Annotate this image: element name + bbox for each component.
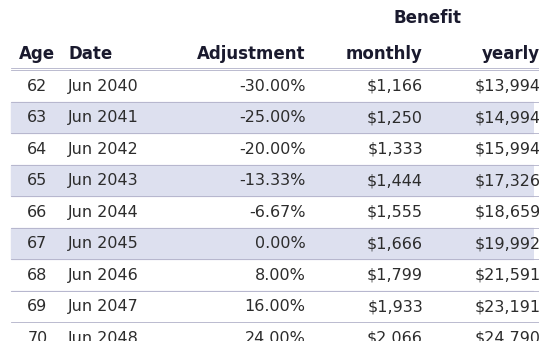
Text: $1,666: $1,666	[367, 236, 423, 251]
Text: $18,659: $18,659	[474, 205, 539, 220]
Text: Benefit: Benefit	[393, 9, 461, 27]
Text: $23,191: $23,191	[474, 299, 539, 314]
Text: 63: 63	[27, 110, 47, 125]
Text: $15,994: $15,994	[474, 142, 539, 157]
Text: $1,555: $1,555	[367, 205, 423, 220]
Text: $14,994: $14,994	[474, 110, 539, 125]
Text: 67: 67	[27, 236, 47, 251]
Text: Jun 2042: Jun 2042	[68, 142, 139, 157]
Bar	[11, 228, 539, 260]
Text: Jun 2048: Jun 2048	[68, 331, 139, 341]
Text: Jun 2040: Jun 2040	[68, 78, 139, 93]
Text: 70: 70	[27, 331, 47, 341]
Text: yearly: yearly	[482, 45, 539, 63]
Text: Date: Date	[68, 45, 113, 63]
Text: 62: 62	[27, 78, 47, 93]
Text: $2,066: $2,066	[367, 331, 423, 341]
Text: $1,444: $1,444	[367, 173, 423, 188]
Text: $1,933: $1,933	[367, 299, 423, 314]
Text: 68: 68	[27, 268, 47, 283]
Text: Jun 2044: Jun 2044	[68, 205, 139, 220]
Text: 8.00%: 8.00%	[254, 268, 306, 283]
Text: $1,250: $1,250	[367, 110, 423, 125]
Text: 64: 64	[27, 142, 47, 157]
Text: -25.00%: -25.00%	[239, 110, 306, 125]
Text: $13,994: $13,994	[474, 78, 539, 93]
Text: 0.00%: 0.00%	[255, 236, 306, 251]
Text: $21,591: $21,591	[474, 268, 539, 283]
Text: $17,326: $17,326	[474, 173, 539, 188]
Text: -6.67%: -6.67%	[249, 205, 306, 220]
Text: -13.33%: -13.33%	[239, 173, 306, 188]
Text: Adjustment: Adjustment	[197, 45, 306, 63]
Text: Jun 2045: Jun 2045	[68, 236, 139, 251]
Text: -30.00%: -30.00%	[239, 78, 306, 93]
Text: $1,799: $1,799	[367, 268, 423, 283]
Text: $1,333: $1,333	[367, 142, 423, 157]
Text: Jun 2043: Jun 2043	[68, 173, 139, 188]
Text: $19,992: $19,992	[474, 236, 539, 251]
Text: 16.00%: 16.00%	[245, 299, 306, 314]
Text: monthly: monthly	[346, 45, 423, 63]
Text: 24.00%: 24.00%	[245, 331, 306, 341]
Text: -20.00%: -20.00%	[239, 142, 306, 157]
Bar	[11, 165, 539, 196]
Text: $24,790: $24,790	[474, 331, 539, 341]
Text: $1,166: $1,166	[367, 78, 423, 93]
Text: Jun 2047: Jun 2047	[68, 299, 139, 314]
Bar	[11, 291, 539, 322]
Text: Age: Age	[19, 45, 56, 63]
Text: 65: 65	[27, 173, 47, 188]
Text: 69: 69	[27, 299, 47, 314]
Text: Jun 2046: Jun 2046	[68, 268, 139, 283]
Text: 66: 66	[27, 205, 47, 220]
Text: Jun 2041: Jun 2041	[68, 110, 139, 125]
Bar	[11, 102, 539, 133]
